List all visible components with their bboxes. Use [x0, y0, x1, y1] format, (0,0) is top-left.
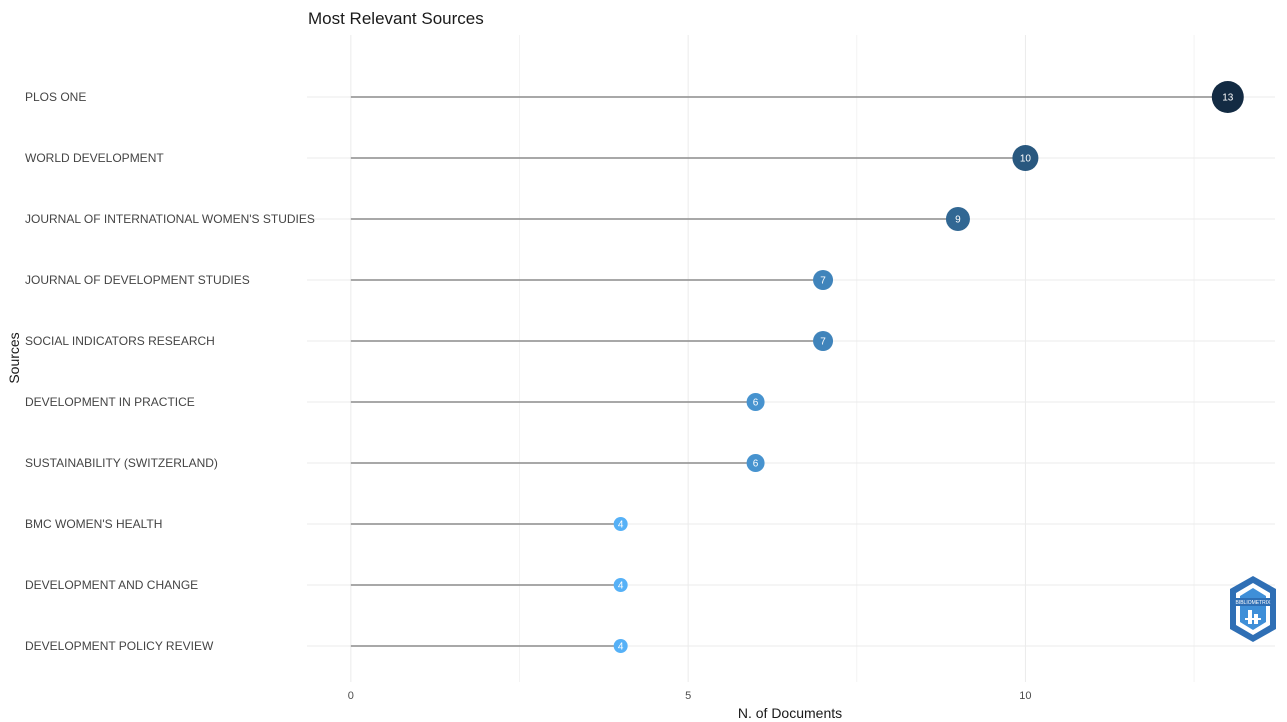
x-tick-label: 0	[348, 690, 354, 702]
x-axis-title: N. of Documents	[738, 705, 842, 721]
lollipop-dot	[613, 639, 628, 653]
category-label: JOURNAL OF DEVELOPMENT STUDIES	[25, 273, 250, 287]
category-labels: PLOS ONE WORLD DEVELOPMENT JOURNAL OF INTE…	[25, 90, 315, 653]
logo-text: BIBLIOMETRIX	[1235, 600, 1271, 606]
x-tick-label: 5	[685, 690, 691, 702]
x-tick-labels: 0 5 10	[348, 690, 1032, 702]
dots: 13 10 9 7 7 6 6 4 4 4	[613, 81, 1244, 653]
category-label: BMC WOMEN'S HEALTH	[25, 517, 162, 531]
lollipop-dot	[1211, 81, 1244, 113]
dot-value-label: 9	[955, 215, 961, 226]
category-label: DEVELOPMENT AND CHANGE	[25, 578, 198, 592]
category-label: PLOS ONE	[25, 90, 86, 104]
lollipop-dot	[613, 578, 628, 592]
dot-value-label: 6	[753, 459, 759, 470]
lollipop-dot	[945, 207, 970, 231]
category-label: SOCIAL INDICATORS RESEARCH	[25, 334, 215, 348]
y-axis-title: Sources	[6, 332, 22, 383]
bibliometrix-logo-icon: BIBLIOMETRIX	[1230, 576, 1276, 642]
dot-value-label: 4	[618, 520, 624, 531]
dot-value-label: 10	[1020, 154, 1032, 165]
category-label: WORLD DEVELOPMENT	[25, 151, 164, 165]
lollipop-dot	[813, 270, 834, 290]
dot-value-label: 7	[820, 276, 826, 287]
dot-value-label: 7	[820, 337, 826, 348]
lollipop-dot	[746, 393, 765, 411]
category-label: DEVELOPMENT POLICY REVIEW	[25, 639, 214, 653]
lollipop-dot	[813, 331, 834, 351]
lollipop-dot	[1012, 145, 1039, 171]
stems	[350, 96, 1228, 647]
category-label: JOURNAL OF INTERNATIONAL WOMEN'S STUDIES	[25, 212, 315, 226]
chart-title: Most Relevant Sources	[308, 9, 484, 28]
dot-value-label: 4	[618, 642, 624, 653]
category-label: DEVELOPMENT IN PRACTICE	[25, 395, 195, 409]
dot-value-label: 13	[1222, 93, 1234, 104]
dot-value-label: 6	[753, 398, 759, 409]
x-tick-label: 10	[1019, 690, 1031, 702]
dot-value-label: 4	[618, 581, 624, 592]
lollipop-dot	[613, 517, 628, 531]
category-label: SUSTAINABILITY (SWITZERLAND)	[25, 456, 218, 470]
lollipop-dot	[746, 454, 765, 472]
